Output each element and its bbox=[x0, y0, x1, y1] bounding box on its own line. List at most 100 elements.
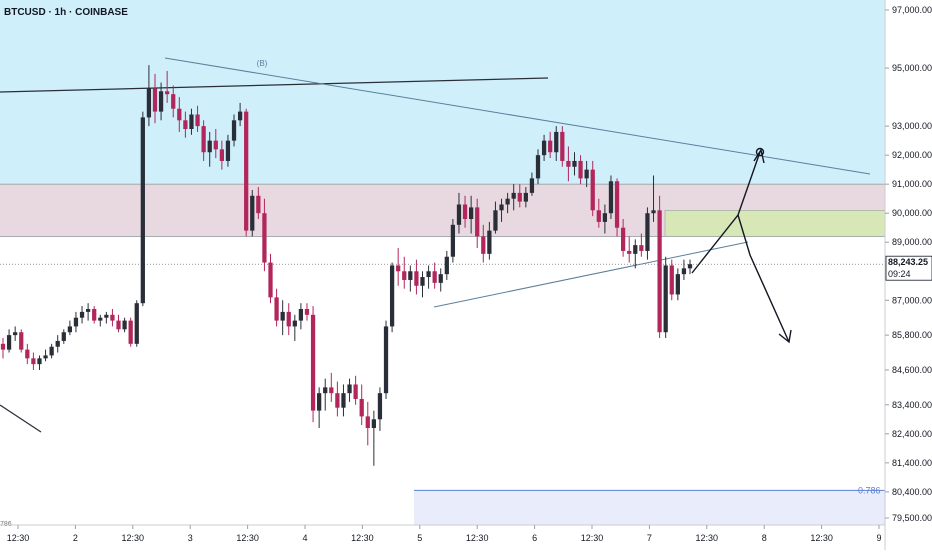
candle-body bbox=[602, 213, 608, 222]
time-tick-label: 12:30 bbox=[466, 533, 489, 543]
down-arrowhead-icon bbox=[778, 329, 792, 344]
candle-body bbox=[183, 120, 188, 130]
candle-body bbox=[98, 317, 103, 321]
price-tick-label: 89,000.00 bbox=[892, 237, 932, 247]
ascending-trendline[interactable] bbox=[433, 241, 749, 308]
candle-body bbox=[347, 384, 352, 394]
candle-body bbox=[25, 349, 30, 359]
countdown-label: 09:24 bbox=[888, 269, 911, 279]
candle-body bbox=[122, 320, 127, 330]
price-tick-label: 85,800.00 bbox=[892, 330, 932, 340]
short-trendline[interactable] bbox=[0, 404, 42, 433]
candle-body bbox=[298, 308, 304, 321]
candle-body bbox=[426, 271, 431, 278]
time-tick-label: 8 bbox=[762, 533, 767, 543]
target-box[interactable] bbox=[664, 209, 886, 237]
candle-body bbox=[402, 271, 407, 280]
price-tick-label: 91,000.00 bbox=[892, 179, 932, 189]
candle-body bbox=[614, 181, 620, 228]
candle-body bbox=[444, 256, 449, 275]
time-tick-label: 2 bbox=[73, 533, 78, 543]
projection-arrows[interactable] bbox=[691, 147, 792, 344]
candle-body bbox=[529, 178, 535, 193]
candle-body bbox=[140, 117, 145, 304]
fib-label: 0.786 bbox=[858, 485, 881, 495]
time-tick-label: 5 bbox=[417, 533, 422, 543]
descending-trendline[interactable] bbox=[164, 57, 871, 175]
candle-body bbox=[61, 332, 66, 341]
candle-body bbox=[231, 120, 237, 141]
candle-body bbox=[523, 192, 528, 202]
time-tick-label: 12:30 bbox=[810, 533, 833, 543]
candle-body bbox=[43, 355, 48, 359]
fib-box bbox=[414, 490, 885, 525]
price-tick-label: 84,600.00 bbox=[892, 365, 932, 375]
price-tick-label: 79,500.00 bbox=[892, 513, 932, 523]
candle-body bbox=[134, 303, 139, 344]
candle-body bbox=[359, 398, 364, 417]
candle-body bbox=[6, 335, 12, 350]
candle-body bbox=[323, 387, 328, 394]
time-tick-label: 4 bbox=[302, 533, 307, 543]
candle-body bbox=[207, 140, 212, 153]
candle-body bbox=[365, 416, 370, 429]
candle-body bbox=[317, 393, 322, 411]
candle-body bbox=[79, 311, 85, 318]
candle-body bbox=[158, 91, 164, 112]
candle-body bbox=[681, 268, 687, 275]
candle-body bbox=[329, 387, 334, 394]
candle-body bbox=[128, 320, 133, 344]
price-axis[interactable]: 97,000.00 95,000.00 93,000.00 92,000.00 91,0… bbox=[885, 5, 932, 523]
candle-body bbox=[225, 140, 231, 161]
price-tick-label: 87,000.00 bbox=[892, 295, 932, 305]
time-tick-label: 7 bbox=[647, 533, 652, 543]
time-tick-label: 12:30 bbox=[351, 533, 374, 543]
candle-body bbox=[469, 207, 474, 220]
candle-body bbox=[560, 131, 565, 161]
candle-body bbox=[493, 210, 498, 231]
candle-body bbox=[262, 213, 267, 263]
time-tick-label: 12:30 bbox=[7, 533, 30, 543]
candle-body bbox=[541, 140, 547, 156]
candle-body bbox=[596, 210, 601, 222]
candle-body bbox=[657, 210, 662, 333]
candle-body bbox=[505, 198, 510, 205]
horizontal-trendline[interactable] bbox=[0, 77, 549, 93]
wave-label: (B) bbox=[257, 59, 268, 68]
target-circle-icon bbox=[755, 147, 765, 157]
time-tick-label: 3 bbox=[188, 533, 193, 543]
candle-body bbox=[554, 131, 559, 153]
candle-body bbox=[177, 108, 182, 121]
candle-body bbox=[146, 88, 152, 118]
candle-body bbox=[286, 311, 291, 327]
candle-body bbox=[420, 277, 425, 286]
candle-body bbox=[627, 250, 632, 254]
time-tick-label: 9 bbox=[876, 533, 881, 543]
candle-body bbox=[669, 265, 674, 295]
candle-body bbox=[195, 114, 200, 127]
candle-body bbox=[31, 358, 36, 365]
candle-body bbox=[171, 94, 176, 109]
candle-body bbox=[19, 332, 24, 350]
time-tick-label: 12:30 bbox=[122, 533, 145, 543]
symbol-title[interactable]: BTCUSD · 1h · COINBASE bbox=[4, 7, 128, 18]
candle-body bbox=[687, 264, 693, 269]
down-projection-arrow[interactable] bbox=[737, 214, 790, 343]
price-badge-box bbox=[885, 255, 932, 281]
candle-body bbox=[383, 326, 389, 394]
time-axis[interactable]: 12:30 2 12:30 3 12:30 4 12:30 5 12:30 6 12:30 7 12:3… bbox=[7, 525, 882, 543]
candle-body bbox=[572, 160, 577, 167]
candle-body bbox=[408, 271, 413, 280]
candle-body bbox=[165, 91, 170, 95]
candle-body bbox=[219, 149, 224, 161]
candle-body bbox=[499, 204, 504, 211]
current-price-label: 88,243.25 bbox=[888, 257, 928, 267]
candle-body bbox=[116, 320, 121, 330]
candle-body bbox=[535, 155, 541, 179]
candle-body bbox=[639, 245, 644, 251]
candle-body bbox=[633, 245, 638, 254]
candle-body bbox=[396, 265, 401, 272]
price-tick-label: 93,000.00 bbox=[892, 121, 932, 131]
candle-body bbox=[152, 88, 158, 112]
